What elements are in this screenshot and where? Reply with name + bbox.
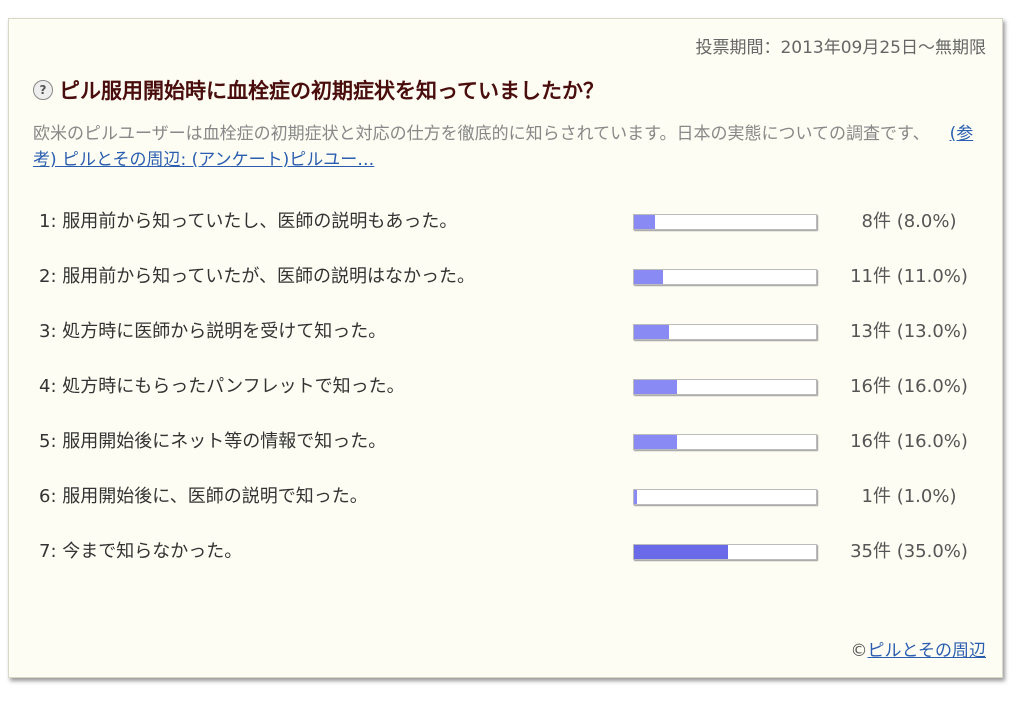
option-count: 16件 (16.0%) [850,431,968,452]
copyright-symbol: © [850,641,868,661]
poll-description: 欧米のピルユーザーは血栓症の初期症状と対応の仕方を徹底的に知らされています。日本… [33,121,993,173]
voting-period: 投票期間：2013年09月25日～無期限 [695,38,986,58]
result-bar [633,434,817,450]
question-icon: ? [33,80,53,100]
poll-title: ? ピル服用開始時に血栓症の初期症状を知っていましたか？ [33,75,604,105]
poll-card: 投票期間：2013年09月25日～無期限 ? ピル服用開始時に血栓症の初期症状を… [8,18,1003,678]
result-bar-fill [634,435,677,449]
option-count: 1件 (1.0%) [861,486,957,507]
result-bar-fill [634,545,728,559]
option-count: 11件 (11.0%) [850,266,968,287]
result-bar [633,324,817,340]
option-label: 7: 今まで知らなかった。 [39,541,243,562]
result-bar [633,544,817,560]
option-count: 8件 (8.0%) [861,211,957,232]
reference-link[interactable]: (参考) ピルとその周辺: (アンケート)ピルユー… [33,124,974,170]
poll-option: 6: 服用開始後に、医師の説明で知った。 1件 (1.0%) [39,482,989,512]
result-bar [633,214,817,230]
result-bar-fill [634,215,656,229]
option-label: 3: 処方時に医師から説明を受けて知った。 [39,321,387,342]
result-bar-fill [634,325,669,339]
option-count: 13件 (13.0%) [850,321,968,342]
poll-option: 3: 処方時に医師から説明を受けて知った。 13件 (13.0%) [39,317,989,347]
result-bar-fill [634,490,637,504]
option-label: 5: 服用開始後にネット等の情報で知った。 [39,431,387,452]
poll-title-text: ピル服用開始時に血栓症の初期症状を知っていましたか？ [59,79,604,103]
option-count: 35件 (35.0%) [850,541,968,562]
copyright: ©ピルとその周辺 [851,636,987,661]
result-bar-fill [634,270,664,284]
result-bar [633,489,817,505]
poll-option: 4: 処方時にもらったパンフレットで知った。 16件 (16.0%) [39,372,989,402]
poll-option: 2: 服用前から知っていたが、医師の説明はなかった。 11件 (11.0%) [39,262,989,292]
result-bar [633,379,817,395]
description-text: 欧米のピルユーザーは血栓症の初期症状と対応の仕方を徹底的に知らされています。日本… [33,124,930,144]
result-bar [633,269,817,285]
option-label: 6: 服用開始後に、医師の説明で知った。 [39,486,368,507]
option-label: 2: 服用前から知っていたが、医師の説明はなかった。 [39,266,475,287]
result-bar-fill [634,380,677,394]
option-count: 16件 (16.0%) [850,376,968,397]
poll-option: 1: 服用前から知っていたし、医師の説明もあった。 8件 (8.0%) [39,207,989,237]
option-label: 1: 服用前から知っていたし、医師の説明もあった。 [39,211,458,232]
copyright-link[interactable]: ピルとその周辺 [867,641,987,661]
poll-option: 5: 服用開始後にネット等の情報で知った。 16件 (16.0%) [39,427,989,457]
option-label: 4: 処方時にもらったパンフレットで知った。 [39,376,405,397]
poll-option: 7: 今まで知らなかった。 35件 (35.0%) [39,537,989,567]
